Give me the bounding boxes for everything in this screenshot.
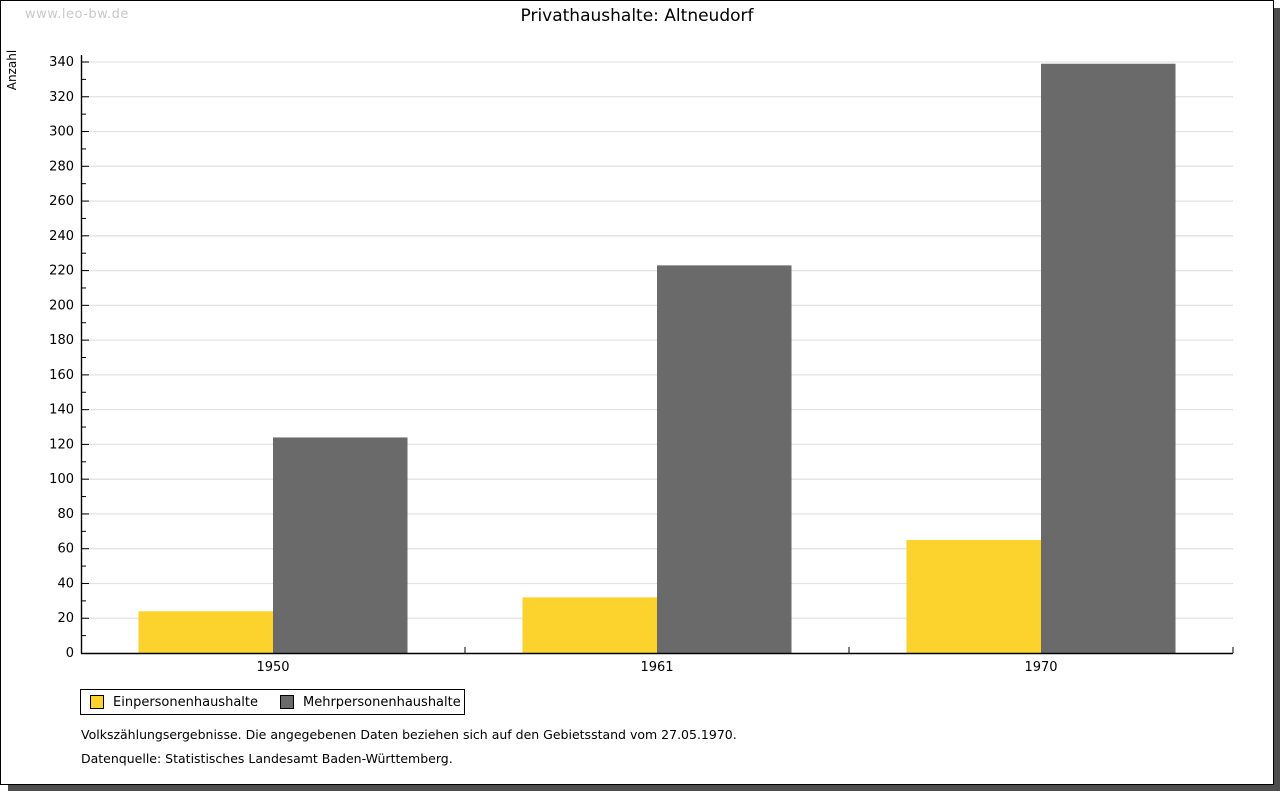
y-tick-label: 200 [49,298,74,313]
y-tick-label: 0 [66,646,74,661]
bar-einpersonenhaushalte-1950 [138,611,273,653]
x-category-label: 1961 [640,660,673,675]
y-tick-label: 320 [49,90,74,105]
y-tick-label: 220 [49,264,74,279]
legend-label: Einpersonenhaushalte [113,694,258,710]
bar-mehrpersonenhaushalte-1970 [1041,63,1176,654]
y-tick-label: 80 [57,507,74,522]
chart-title: Privathaushalte: Altneudorf [520,6,754,26]
y-tick-label: 140 [49,403,74,418]
bar-einpersonenhaushalte-1970 [906,540,1041,653]
y-tick-label: 120 [49,437,74,452]
legend-swatch-mehrpersonenhaushalte [280,695,294,709]
y-tick-label: 160 [49,368,74,383]
legend-box: Einpersonenhaushalte Mehrpersonenhaushal… [80,689,465,715]
window-shadow-right [1274,8,1280,791]
footnote-data-source: Datenquelle: Statistisches Landesamt Bad… [81,751,453,766]
legend-label: Mehrpersonenhaushalte [303,694,461,710]
y-tick-label: 260 [49,194,74,209]
y-tick-label: 240 [49,229,74,244]
legend-item-mehrpersonenhaushalte: Mehrpersonenhaushalte [280,695,461,710]
y-tick-label: 300 [49,125,74,140]
legend-item-einpersonenhaushalte: Einpersonenhaushalte [90,695,258,710]
watermark: www.leo-bw.de [25,7,129,22]
x-category-label: 1950 [256,660,289,675]
y-tick-label: 340 [49,55,74,70]
bar-mehrpersonenhaushalte-1961 [657,265,792,653]
y-tick-label: 100 [49,472,74,487]
y-tick-label: 40 [57,576,74,591]
bar-einpersonenhaushalte-1961 [522,597,657,653]
y-tick-label: 20 [57,611,74,626]
footnote-source-note: Volkszählungsergebnisse. Die angegebenen… [81,727,737,742]
window-shadow-bottom [8,785,1280,791]
x-category-label: 1970 [1024,660,1057,675]
y-tick-label: 60 [57,542,74,557]
bar-mehrpersonenhaushalte-1950 [273,437,408,653]
legend-swatch-einpersonenhaushalte [90,695,104,709]
y-tick-label: 280 [49,159,74,174]
y-tick-label: 180 [49,333,74,348]
